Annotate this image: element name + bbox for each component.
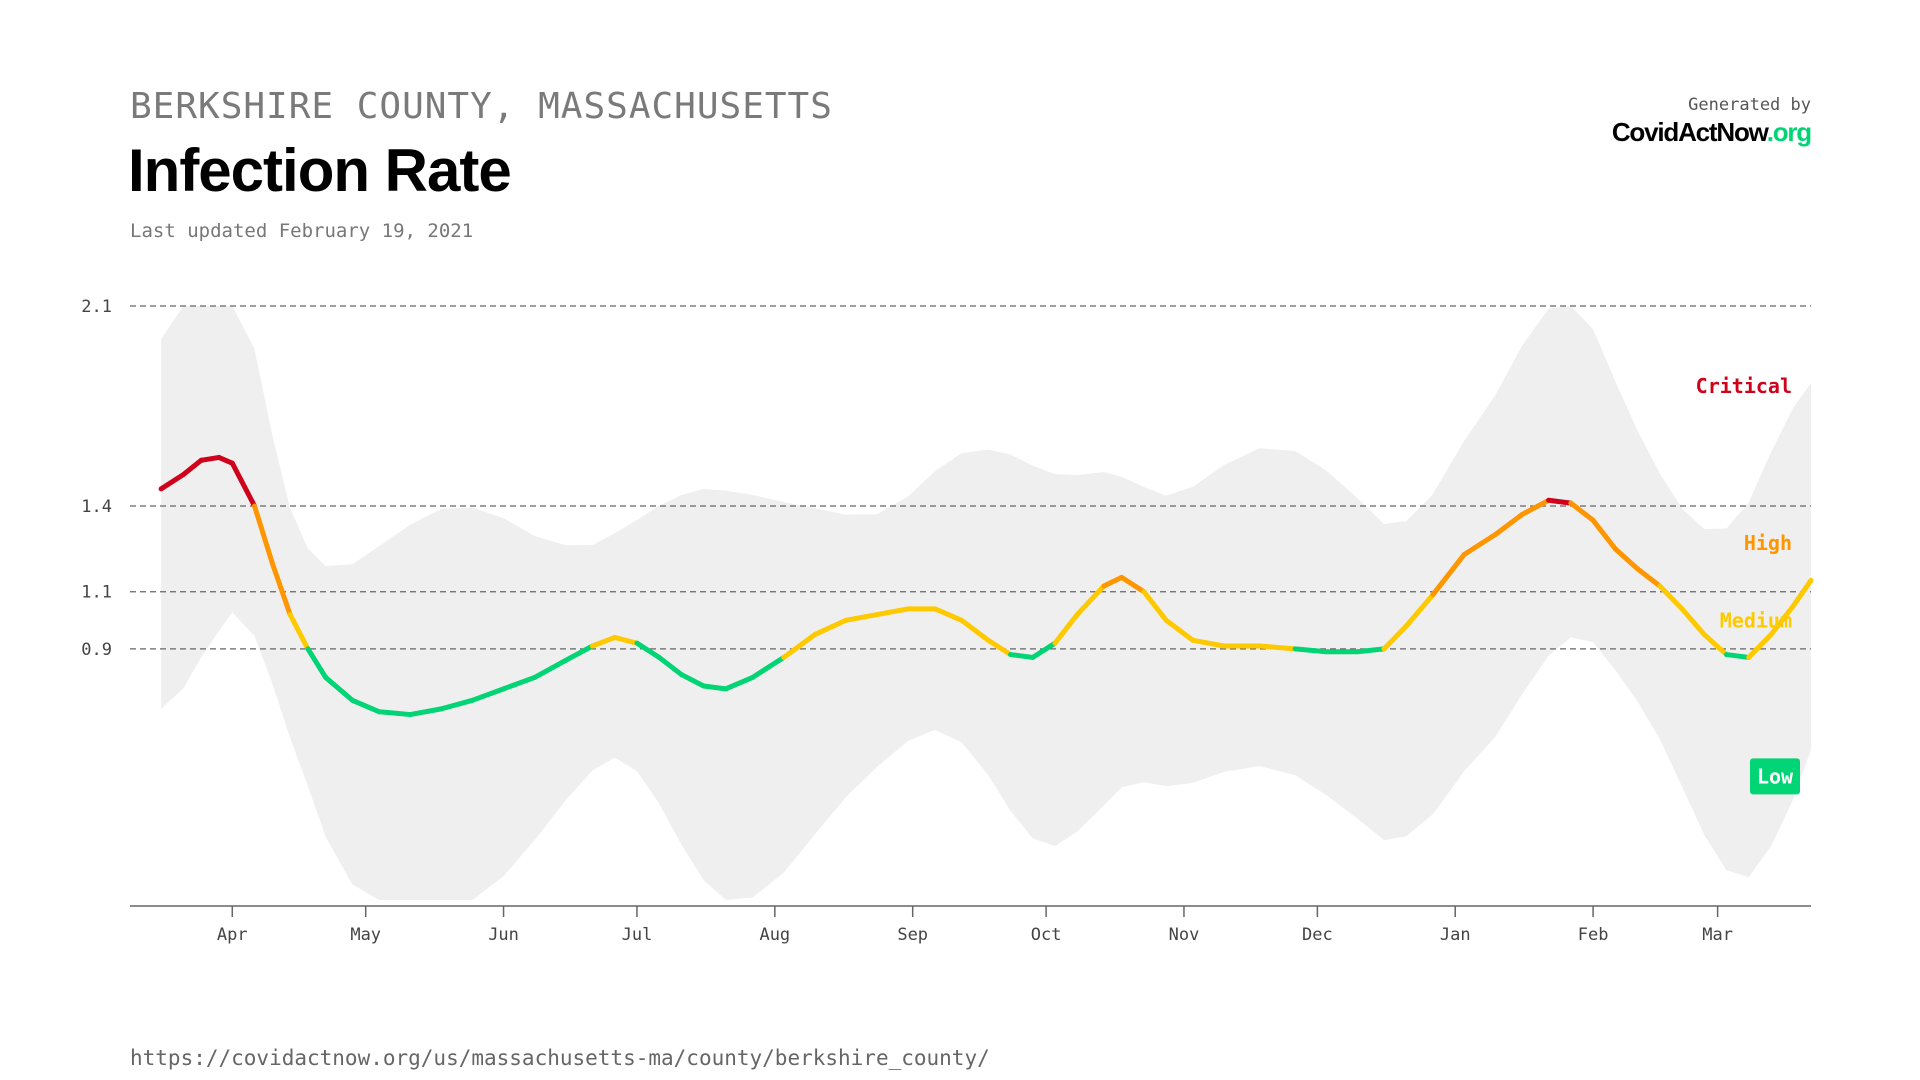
brand-block: Generated by CovidActNow.org bbox=[1611, 95, 1813, 148]
series-segment bbox=[469, 686, 507, 703]
x-tick-label: Feb bbox=[1578, 925, 1609, 945]
x-tick-label: May bbox=[350, 925, 381, 945]
series-segment bbox=[1657, 583, 1685, 612]
region-name: BERKSHIRE COUNTY, MASSACHUSETTS bbox=[130, 86, 833, 127]
series-segment bbox=[349, 697, 382, 715]
series-segment bbox=[198, 454, 222, 463]
series-segment bbox=[1679, 606, 1707, 638]
series-segment bbox=[1790, 577, 1814, 609]
x-tick-label: Sep bbox=[897, 925, 928, 945]
series-segment bbox=[1257, 643, 1298, 652]
series-segment bbox=[1354, 646, 1387, 655]
series-segment bbox=[1635, 566, 1663, 589]
series-segment bbox=[305, 646, 329, 680]
confidence-band bbox=[161, 306, 1811, 900]
zone-label-critical: Critical bbox=[1696, 374, 1792, 398]
series-segment bbox=[229, 460, 258, 509]
series-segment bbox=[532, 657, 569, 680]
zone-label-low: Low bbox=[1757, 764, 1794, 788]
series-segment bbox=[612, 634, 640, 646]
series-segment bbox=[1519, 497, 1552, 518]
x-tick-label: Dec bbox=[1302, 925, 1333, 945]
brand-logo: CovidActNow.org bbox=[1611, 117, 1813, 148]
series-segment bbox=[932, 606, 965, 623]
series-segment bbox=[959, 617, 991, 643]
last-updated: Last updated February 19, 2021 bbox=[130, 220, 474, 242]
series-segment bbox=[656, 654, 684, 678]
series-segment bbox=[1492, 512, 1525, 538]
series-segment bbox=[1381, 623, 1409, 652]
zone-label-high: High bbox=[1744, 531, 1792, 555]
series-segment bbox=[1008, 652, 1036, 660]
series-segment bbox=[438, 697, 475, 712]
series-segment bbox=[323, 674, 355, 703]
series-segment bbox=[1568, 500, 1596, 523]
series-segment bbox=[781, 632, 818, 660]
series-segment bbox=[158, 472, 186, 492]
series-segment bbox=[1701, 632, 1730, 658]
x-tick-label: Nov bbox=[1169, 925, 1200, 945]
series-segment bbox=[1074, 583, 1107, 618]
series-segment bbox=[812, 617, 849, 638]
series-segment bbox=[589, 634, 618, 649]
y-tick-label: 0.9 bbox=[81, 640, 112, 660]
brand-logo-name: CovidActNow bbox=[1611, 117, 1768, 147]
series-segment bbox=[1746, 632, 1774, 660]
series-segment bbox=[1141, 589, 1169, 623]
series-segment bbox=[180, 457, 204, 478]
series-segment bbox=[678, 672, 707, 689]
series-segment bbox=[1590, 517, 1618, 552]
series-segment bbox=[1190, 637, 1227, 649]
series-segment bbox=[563, 643, 595, 663]
series-segment bbox=[376, 709, 413, 718]
x-tick-label: Jan bbox=[1440, 925, 1471, 945]
brand-caption: Generated by bbox=[1688, 95, 1811, 115]
series-segment bbox=[1052, 612, 1080, 646]
series-segment bbox=[634, 640, 662, 660]
series-segment bbox=[843, 612, 880, 623]
x-tick-label: Mar bbox=[1702, 925, 1733, 945]
series-segment bbox=[1101, 574, 1125, 589]
series-segment bbox=[1724, 652, 1752, 660]
x-tick-label: Oct bbox=[1031, 925, 1062, 945]
series-segment bbox=[1292, 646, 1329, 655]
series-segment bbox=[1546, 497, 1574, 506]
y-tick-label: 1.4 bbox=[81, 497, 112, 517]
x-tick-label: Jun bbox=[488, 925, 519, 945]
series-segment bbox=[985, 637, 1014, 658]
chart-title: Infection Rate bbox=[128, 137, 512, 204]
series-segment bbox=[1461, 532, 1498, 558]
source-url: https://covidactnow.org/us/massachusetts… bbox=[130, 1046, 990, 1070]
series-segment bbox=[723, 674, 756, 692]
series-segment bbox=[1119, 574, 1147, 595]
zone-badge-low bbox=[1750, 758, 1800, 795]
series-segment bbox=[701, 683, 729, 692]
series-segment bbox=[269, 560, 293, 618]
series-segment bbox=[1430, 552, 1467, 598]
x-tick-label: Jul bbox=[622, 925, 653, 945]
series-segment bbox=[287, 612, 311, 652]
y-tick-label: 2.1 bbox=[81, 297, 112, 317]
series-segment bbox=[1163, 617, 1196, 643]
series-segment bbox=[1612, 546, 1641, 572]
y-tick-label: 1.1 bbox=[81, 583, 112, 603]
series-segment bbox=[252, 503, 275, 566]
x-tick-label: Apr bbox=[217, 925, 248, 945]
series-segment bbox=[407, 706, 444, 718]
series-segment bbox=[1403, 592, 1436, 629]
series-segment bbox=[750, 654, 787, 680]
series-segment bbox=[874, 606, 911, 618]
series-segment bbox=[1030, 640, 1058, 660]
series-segment bbox=[1768, 603, 1796, 638]
x-tick-label: Aug bbox=[759, 925, 790, 945]
series-segment bbox=[501, 674, 538, 692]
brand-logo-tld: .org bbox=[1766, 117, 1813, 147]
